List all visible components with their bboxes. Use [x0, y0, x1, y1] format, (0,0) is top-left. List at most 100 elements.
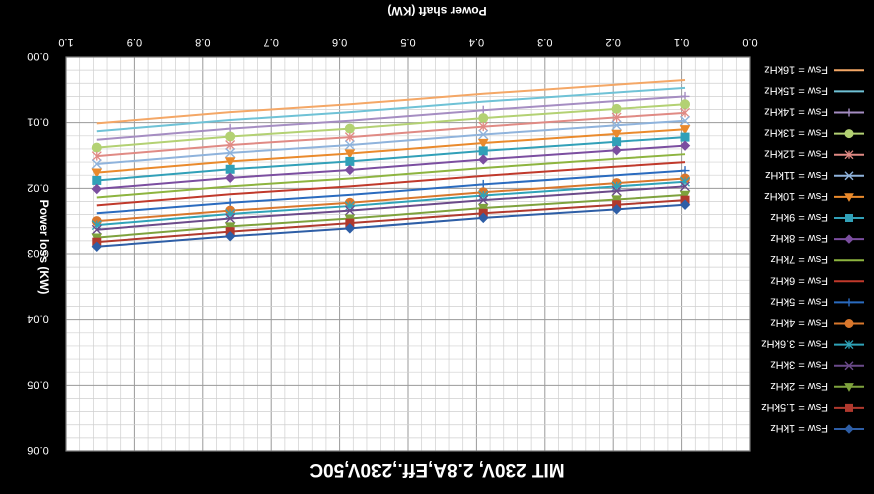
data-point-marker [680, 99, 691, 110]
data-point-marker [680, 115, 691, 126]
legend-label: Fsw = 6kHz [770, 274, 828, 286]
series-group [96, 86, 686, 133]
data-point-marker [478, 129, 489, 140]
series-group [91, 176, 690, 231]
x-tick-label: 0.2 [606, 36, 621, 48]
series-line [96, 193, 686, 239]
marker-shape [679, 199, 691, 210]
marker-shape [224, 231, 236, 242]
marker-shape [611, 129, 622, 140]
data-point-marker [680, 132, 690, 142]
data-point-marker [611, 195, 622, 206]
marker-shape [91, 183, 102, 195]
x-tick-label: 0.5 [400, 36, 415, 48]
marker-shape [611, 120, 622, 131]
marker-shape [844, 171, 854, 181]
marker-shape [477, 138, 489, 149]
data-point-marker [478, 212, 489, 224]
legend-swatch-marker [844, 424, 854, 434]
marker-shape [224, 172, 236, 184]
legend-label: Fsw = 3.6kHz [761, 338, 828, 350]
legend-item: Fsw = 12kHz [764, 148, 864, 160]
marker-shape [344, 205, 355, 216]
series-line [96, 161, 686, 207]
series-line [96, 199, 686, 244]
marker-shape [225, 131, 236, 142]
y-tick-label: 0.03 [27, 247, 48, 259]
series-line [96, 144, 686, 190]
data-point-marker [478, 190, 489, 201]
data-point-marker [478, 146, 488, 156]
series-line [96, 180, 686, 227]
legend-swatch-marker [844, 383, 854, 392]
x-tick-label: 0.7 [264, 36, 279, 48]
marker-shape [92, 175, 102, 185]
data-point-marker [611, 120, 622, 131]
series-group [91, 181, 691, 235]
series-line [96, 185, 686, 231]
legend-label: Fsw = 1.5kHz [761, 401, 828, 413]
x-tick-label: 0.3 [537, 36, 552, 48]
marker-shape [478, 195, 489, 206]
marker-shape [611, 103, 622, 114]
y-tick-label: 0.01 [27, 116, 48, 128]
data-point-marker [611, 103, 622, 114]
data-point-marker [225, 208, 236, 219]
legend-label: Fsw = 16kHz [764, 63, 828, 75]
data-point-marker [91, 159, 102, 170]
legend-label: Fsw = 10kHz [764, 190, 828, 202]
legend-label: Fsw = 4kHz [770, 317, 828, 329]
series-line [96, 203, 686, 248]
x-axis-label: Power shaft (KW) [387, 4, 486, 18]
data-point-marker [344, 139, 355, 150]
data-point-marker [611, 112, 622, 123]
legend-label: Fsw = 8kHz [770, 232, 828, 244]
x-tick-label: 0.6 [332, 36, 347, 48]
data-point-marker [680, 181, 691, 192]
marker-shape [478, 113, 489, 124]
legend-swatch-marker [845, 403, 853, 412]
series-line [96, 169, 686, 215]
marker-shape [345, 156, 355, 166]
legend-item: Fsw = 6kHz [770, 274, 864, 286]
marker-shape [611, 204, 622, 215]
legend-swatch-marker [845, 108, 853, 117]
legend-swatch-marker [844, 171, 854, 181]
marker-shape [844, 129, 854, 139]
marker-shape [680, 132, 690, 142]
marker-shape [612, 137, 622, 147]
legend-item: Fsw = 9kHz [770, 211, 864, 223]
data-point-marker [225, 213, 236, 224]
y-tick-label: 0.04 [27, 313, 48, 325]
marker-shape [91, 168, 103, 179]
legend-item: Fsw = 4kHz [770, 317, 864, 329]
marker-shape [225, 147, 236, 158]
x-tick-label: 0.0 [742, 36, 757, 48]
data-point-marker [91, 183, 102, 195]
marker-shape [478, 212, 489, 224]
series-lines [91, 78, 691, 252]
series-group [91, 140, 691, 195]
data-point-marker [477, 203, 489, 214]
data-point-marker [478, 113, 489, 124]
axes: 0.0 0.1 0.2 0.3 0.4 0.5 0.6 0.7 0.8 0.9 1.0 0.00 0.0… [27, 36, 757, 456]
series-line [96, 136, 686, 182]
data-point-marker [344, 149, 356, 160]
legend-item: Fsw = 1kHz [770, 422, 864, 434]
marker-shape [344, 139, 355, 150]
series-group [96, 161, 686, 207]
data-point-marker [478, 195, 489, 206]
data-point-marker [225, 164, 235, 174]
legend-swatch-marker [844, 319, 854, 328]
data-point-marker [224, 157, 236, 167]
legend-label: Fsw = 11kHz [765, 169, 828, 181]
marker-shape [844, 383, 854, 392]
legend-label: Fsw = 3kHz [770, 359, 828, 371]
legend-label: Fsw = 7kHz [770, 253, 828, 265]
data-point-marker [344, 223, 356, 234]
marker-shape [478, 129, 489, 140]
series-group [91, 199, 691, 252]
marker-shape [224, 222, 236, 232]
